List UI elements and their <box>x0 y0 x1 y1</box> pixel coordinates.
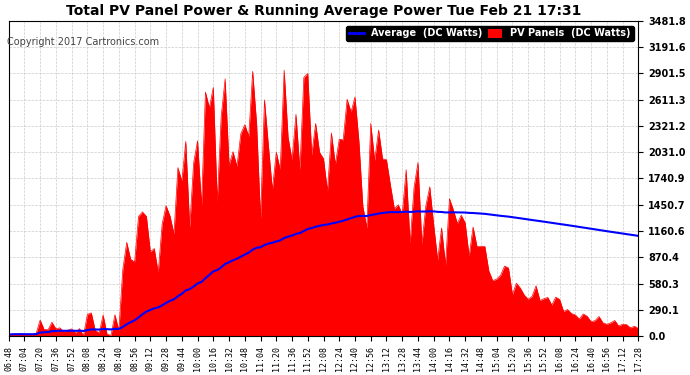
Legend: Average  (DC Watts), PV Panels  (DC Watts): Average (DC Watts), PV Panels (DC Watts) <box>346 26 633 41</box>
Title: Total PV Panel Power & Running Average Power Tue Feb 21 17:31: Total PV Panel Power & Running Average P… <box>66 4 581 18</box>
Text: Copyright 2017 Cartronics.com: Copyright 2017 Cartronics.com <box>7 37 159 47</box>
